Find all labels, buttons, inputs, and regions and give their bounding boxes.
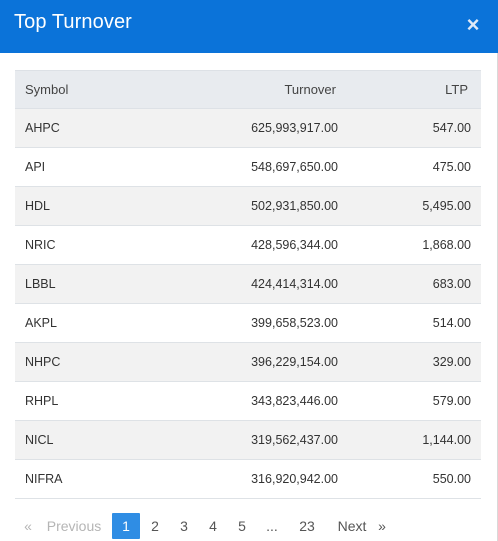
cell-ltp: 683.00 <box>432 277 471 291</box>
column-header-ltp[interactable]: LTP <box>445 82 468 97</box>
cell-turnover: 343,823,446.00 <box>251 394 338 408</box>
table-row[interactable]: NICL 319,562,437.00 1,144.00 <box>15 420 481 460</box>
cell-symbol: API <box>25 160 46 174</box>
cell-ltp: 1,144.00 <box>422 433 471 447</box>
page-button-5[interactable]: 5 <box>238 518 246 534</box>
close-icon[interactable]: × <box>466 12 480 37</box>
page-button-23[interactable]: 23 <box>299 518 315 534</box>
table-header-row: Symbol Turnover LTP <box>15 70 481 109</box>
page-ellipsis: ... <box>266 518 278 534</box>
cell-symbol: RHPL <box>25 394 59 408</box>
cell-turnover: 316,920,942.00 <box>251 472 338 486</box>
cell-turnover: 424,414,314.00 <box>251 277 338 291</box>
table-row[interactable]: HDL 502,931,850.00 5,495.00 <box>15 186 481 226</box>
cell-ltp: 550.00 <box>432 472 471 486</box>
next-page-button[interactable]: Next <box>337 518 367 534</box>
table-row[interactable]: NIFRA 316,920,942.00 550.00 <box>15 459 481 499</box>
table-row[interactable]: LBBL 424,414,314.00 683.00 <box>15 264 481 304</box>
cell-turnover: 502,931,850.00 <box>251 199 338 213</box>
column-header-turnover[interactable]: Turnover <box>284 82 336 97</box>
turnover-table-container: Symbol Turnover LTP AHPC 625,993,917.00 … <box>15 70 481 499</box>
cell-symbol: LBBL <box>25 277 56 291</box>
cell-turnover: 396,229,154.00 <box>251 355 338 369</box>
column-header-symbol[interactable]: Symbol <box>25 82 69 97</box>
modal-title: Top Turnover <box>14 11 132 33</box>
cell-ltp: 5,495.00 <box>422 199 471 213</box>
turnover-table: Symbol Turnover LTP AHPC 625,993,917.00 … <box>15 70 481 499</box>
table-row[interactable]: AHPC 625,993,917.00 547.00 <box>15 108 481 148</box>
previous-arrow-icon: « <box>24 518 32 534</box>
cell-turnover: 319,562,437.00 <box>251 433 338 447</box>
pagination: « Previous 1 2 3 4 5 ... 23 Next » <box>15 513 485 539</box>
table-row[interactable]: NRIC 428,596,344.00 1,868.00 <box>15 225 481 265</box>
previous-page-button: Previous <box>46 518 102 534</box>
page-button-2[interactable]: 2 <box>151 518 159 534</box>
table-row[interactable]: NHPC 396,229,154.00 329.00 <box>15 342 481 382</box>
cell-ltp: 547.00 <box>432 121 471 135</box>
cell-symbol: NIFRA <box>25 472 63 486</box>
modal-header: Top Turnover × <box>0 0 498 53</box>
cell-turnover: 548,697,650.00 <box>251 160 338 174</box>
cell-symbol: NICL <box>25 433 54 447</box>
cell-turnover: 625,993,917.00 <box>251 121 338 135</box>
page-button-4[interactable]: 4 <box>209 518 217 534</box>
cell-turnover: 428,596,344.00 <box>251 238 338 252</box>
cell-symbol: HDL <box>25 199 51 213</box>
cell-symbol: AHPC <box>25 121 60 135</box>
table-row[interactable]: API 548,697,650.00 475.00 <box>15 147 481 187</box>
cell-symbol: NHPC <box>25 355 61 369</box>
cell-ltp: 329.00 <box>432 355 471 369</box>
cell-ltp: 475.00 <box>432 160 471 174</box>
cell-ltp: 579.00 <box>432 394 471 408</box>
page-button-1[interactable]: 1 <box>112 513 140 539</box>
cell-symbol: NRIC <box>25 238 56 252</box>
cell-turnover: 399,658,523.00 <box>251 316 338 330</box>
cell-symbol: AKPL <box>25 316 57 330</box>
table-row[interactable]: AKPL 399,658,523.00 514.00 <box>15 303 481 343</box>
table-row[interactable]: RHPL 343,823,446.00 579.00 <box>15 381 481 421</box>
page-button-3[interactable]: 3 <box>180 518 188 534</box>
cell-ltp: 1,868.00 <box>422 238 471 252</box>
next-arrow-icon[interactable]: » <box>378 518 386 534</box>
cell-ltp: 514.00 <box>432 316 471 330</box>
